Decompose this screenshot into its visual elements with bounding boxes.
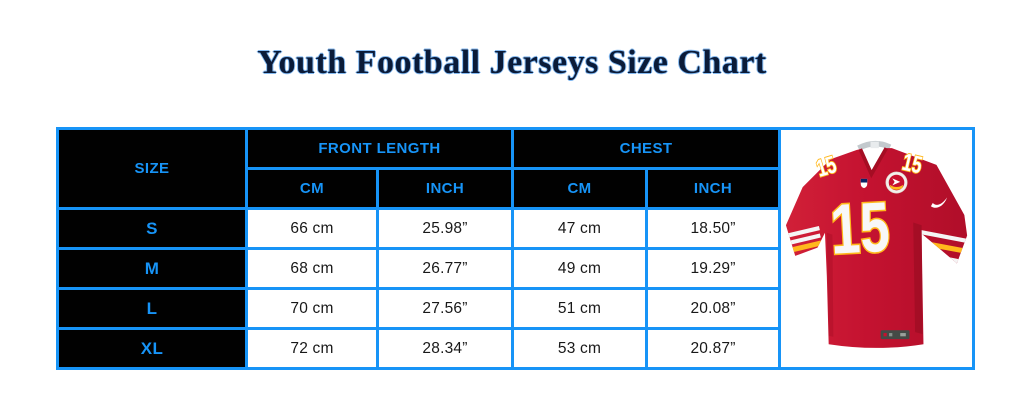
front-cm-xl: 72 cm xyxy=(245,327,379,370)
jersey-image-cell: 15 15 15 xyxy=(778,127,976,370)
jock-tag xyxy=(880,330,910,340)
table-row: L 70 cm 27.56” 51 cm 20.08” xyxy=(56,287,974,330)
header-size: SIZE xyxy=(56,127,248,210)
chest-inch-m: 19.29” xyxy=(645,247,782,290)
chest-cm-xl: 53 cm xyxy=(511,327,649,370)
size-cell-xl: XL xyxy=(56,327,248,370)
front-inch-l: 27.56” xyxy=(375,287,515,330)
size-cell-m: M xyxy=(56,247,248,290)
header-front-length: FRONT LENGTH xyxy=(244,127,515,170)
team-patch-icon xyxy=(885,171,907,194)
subheader-chest-inch: INCH xyxy=(645,167,782,210)
jersey-number-chest: 15 xyxy=(828,189,891,270)
subheader-front-inch: INCH xyxy=(375,167,515,210)
jersey-number-left-shoulder: 15 xyxy=(813,152,839,183)
side-mesh-panel xyxy=(912,222,923,334)
nfl-shield-icon xyxy=(860,178,867,189)
chest-cm-s: 47 cm xyxy=(511,207,649,250)
header-chest: CHEST xyxy=(511,127,782,170)
chest-cm-l: 51 cm xyxy=(511,287,649,330)
size-chart-table: SIZE FRONT LENGTH CHEST xyxy=(56,127,976,370)
swoosh-icon xyxy=(930,197,947,208)
front-inch-xl: 28.34” xyxy=(375,327,515,370)
vneck-trim xyxy=(858,147,888,179)
chest-inch-s: 18.50” xyxy=(645,207,782,250)
subheader-chest-cm: CM xyxy=(511,167,649,210)
front-cm-m: 68 cm xyxy=(245,247,379,290)
table-row: XL 72 cm 28.34” 53 cm 20.87” xyxy=(56,327,974,370)
chest-cm-m: 49 cm xyxy=(511,247,649,290)
chest-inch-l: 20.08” xyxy=(645,287,782,330)
front-cm-l: 70 cm xyxy=(245,287,379,330)
front-inch-s: 25.98” xyxy=(375,207,515,250)
front-cm-s: 66 cm xyxy=(245,207,379,250)
table-row: S 66 cm 25.98” 47 cm 18.50” xyxy=(56,207,974,250)
size-cell-s: S xyxy=(56,207,248,250)
side-shadow xyxy=(826,232,833,337)
collar-tag xyxy=(870,141,879,149)
front-inch-m: 26.77” xyxy=(375,247,515,290)
page-title: Youth Football Jerseys Size Chart xyxy=(257,44,767,81)
chest-inch-xl: 20.87” xyxy=(645,327,782,370)
table-row: M 68 cm 26.77” 49 cm 19.29” xyxy=(56,247,974,290)
jersey-illustration: 15 15 15 xyxy=(785,140,967,348)
subheader-front-cm: CM xyxy=(245,167,379,210)
size-cell-l: L xyxy=(56,287,248,330)
jersey-image: 15 15 15 xyxy=(781,130,972,367)
